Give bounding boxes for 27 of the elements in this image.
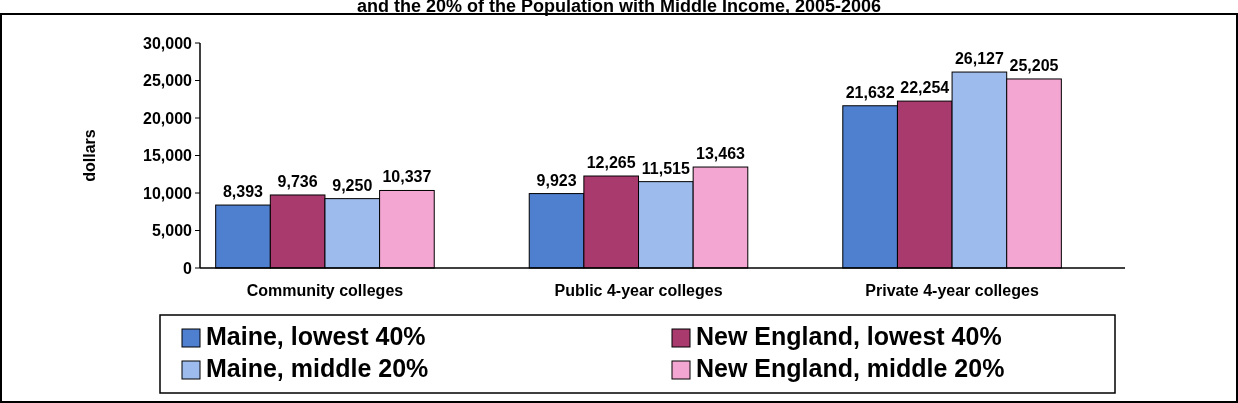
data-label: 21,632 <box>845 83 895 101</box>
y-tick-label: 15,000 <box>143 147 193 165</box>
x-tick-label: Community colleges <box>246 282 404 299</box>
y-tick-label: 10,000 <box>143 184 193 202</box>
data-label: 22,254 <box>900 79 950 97</box>
data-label: 25,205 <box>1009 56 1059 74</box>
data-label: 8,393 <box>222 183 264 201</box>
data-label: 9,923 <box>536 171 577 189</box>
y-tick-label: 5,000 <box>151 222 193 240</box>
y-tick-label: 20,000 <box>143 109 193 127</box>
legend-label: Maine, middle 20% <box>206 354 429 382</box>
legend-label: Maine, lowest 40% <box>206 322 426 350</box>
y-tick-label: 25,000 <box>143 72 193 90</box>
x-tick-label: Public 4-year colleges <box>554 282 723 299</box>
legend-label: New England, lowest 40% <box>696 322 1002 350</box>
data-label: 26,127 <box>954 50 1004 68</box>
x-tick-label: Private 4-year colleges <box>865 282 1039 299</box>
data-label: 13,463 <box>696 145 746 163</box>
y-tick-label: 30,000 <box>143 34 193 52</box>
data-label: 12,265 <box>586 154 636 172</box>
data-label: 9,736 <box>277 172 318 190</box>
y-tick-label: 0 <box>183 259 193 277</box>
data-label: 11,515 <box>641 159 690 177</box>
data-label: 10,337 <box>382 168 432 186</box>
data-label: 9,250 <box>332 176 373 194</box>
legend-label: New England, middle 20% <box>696 354 1005 382</box>
y-axis-title: dollars <box>81 129 98 182</box>
